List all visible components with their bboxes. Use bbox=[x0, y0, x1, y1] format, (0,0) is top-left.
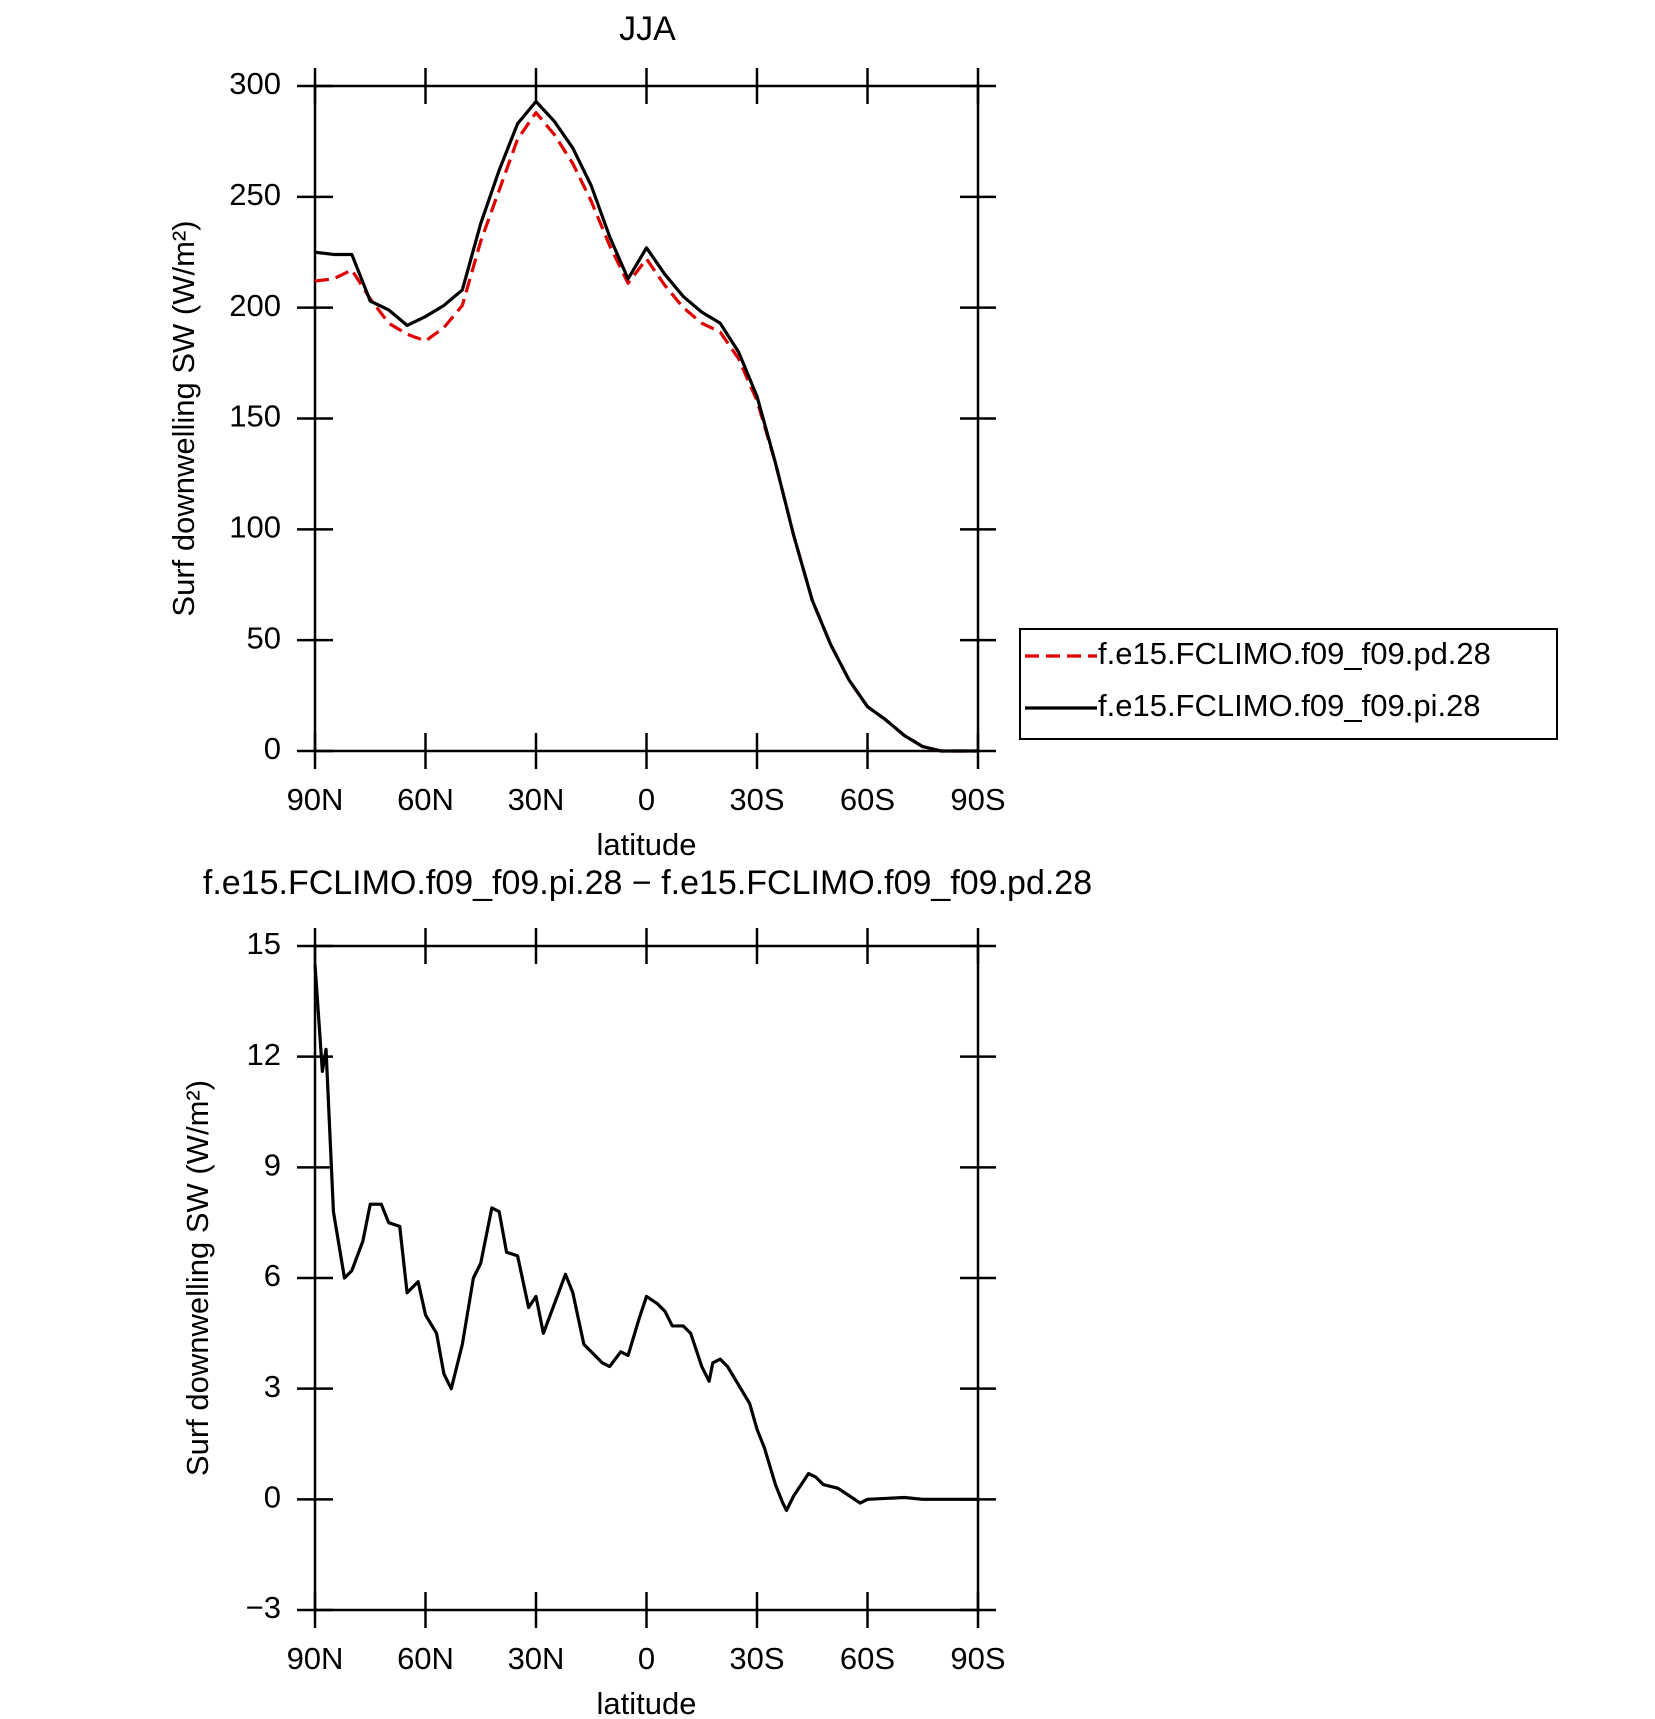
plot-frame bbox=[313, 944, 980, 1612]
x-axis-label: latitude bbox=[597, 1686, 697, 1719]
y-tick-label: 0 bbox=[264, 731, 281, 766]
y-tick-label: 100 bbox=[229, 510, 281, 545]
x-tick-label: 30S bbox=[729, 782, 784, 817]
y-tick-label: 3 bbox=[264, 1369, 281, 1404]
y-axis-label: Surf downwelling SW (W/m²) bbox=[180, 1080, 215, 1476]
y-tick-label: 15 bbox=[247, 926, 281, 961]
x-tick-label: 30N bbox=[508, 782, 565, 817]
plot-frame bbox=[313, 84, 980, 753]
y-axis-label: Surf downwelling SW (W/m²) bbox=[166, 220, 201, 616]
y-tick-label: 9 bbox=[264, 1148, 281, 1183]
x-tick-label: 90S bbox=[950, 782, 1005, 817]
data-line bbox=[314, 99, 978, 753]
data-line bbox=[313, 964, 978, 1512]
y-tick-label: 300 bbox=[229, 66, 281, 101]
x-tick-label: 60N bbox=[397, 1641, 454, 1676]
x-tick-label: 90N bbox=[287, 782, 344, 817]
y-tick-label: 50 bbox=[247, 620, 281, 655]
chart-title: JJA bbox=[619, 10, 676, 48]
x-tick-label: 90S bbox=[950, 1641, 1005, 1676]
y-tick-label: 12 bbox=[247, 1037, 281, 1072]
legend-label: f.e15.FCLIMO.f09_f09.pi.28 bbox=[1098, 688, 1481, 723]
y-tick-label: 6 bbox=[264, 1258, 281, 1293]
x-tick-label: 60S bbox=[840, 782, 895, 817]
y-tick-label: 200 bbox=[229, 288, 281, 323]
legend-label: f.e15.FCLIMO.f09_f09.pd.28 bbox=[1098, 636, 1491, 671]
x-axis-label: latitude bbox=[597, 827, 697, 862]
y-tick-label: −3 bbox=[246, 1590, 281, 1625]
x-tick-label: 0 bbox=[638, 1641, 655, 1676]
x-tick-label: 0 bbox=[638, 782, 655, 817]
data-line bbox=[314, 111, 978, 753]
y-tick-label: 250 bbox=[229, 177, 281, 212]
x-tick-label: 60N bbox=[397, 782, 454, 817]
y-tick-label: 150 bbox=[229, 399, 281, 434]
x-tick-label: 90N bbox=[287, 1641, 344, 1676]
x-tick-label: 30S bbox=[729, 1641, 784, 1676]
x-tick-label: 60S bbox=[840, 1641, 895, 1676]
x-tick-label: 30N bbox=[508, 1641, 565, 1676]
legend-box bbox=[1019, 628, 1558, 740]
chart-title: f.e15.FCLIMO.f09_f09.pi.28 − f.e15.FCLIM… bbox=[203, 864, 1092, 902]
y-tick-label: 0 bbox=[264, 1480, 281, 1515]
